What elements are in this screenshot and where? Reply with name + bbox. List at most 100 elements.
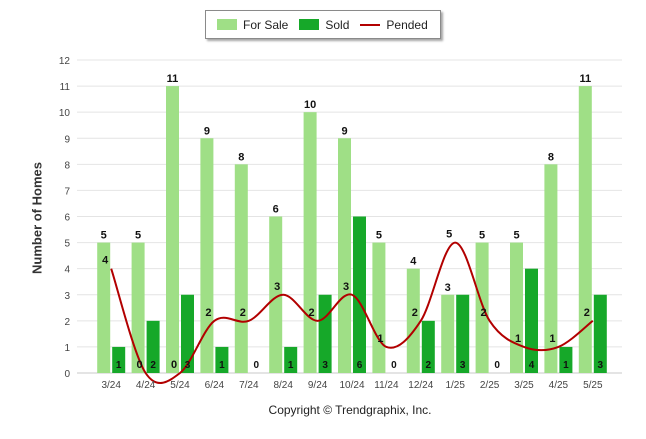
label-pended: 1: [549, 333, 555, 345]
bar-for-sale: [166, 86, 179, 373]
label-for-sale: 5: [135, 230, 141, 242]
y-tick-label: 0: [64, 369, 70, 380]
bar-for-sale: [441, 294, 455, 373]
x-tick-label: 4/24: [136, 380, 156, 391]
bar-sold: [559, 346, 573, 373]
y-tick-label: 3: [64, 291, 70, 302]
bar-for-sale: [406, 268, 420, 373]
bar-sold: [353, 216, 366, 373]
bar-for-sale: [338, 138, 351, 373]
y-tick-label: 4: [64, 265, 70, 276]
legend-label-sold: Sold: [325, 17, 350, 32]
x-tick-label: 8/24: [273, 380, 293, 391]
label-for-sale: 9: [204, 125, 210, 137]
label-pended: 2: [309, 307, 315, 319]
label-for-sale: 11: [579, 73, 591, 85]
bar-for-sale: [269, 216, 283, 373]
label-pended: 1: [515, 333, 521, 345]
bar-sold: [146, 320, 160, 373]
label-sold: 4: [529, 360, 535, 371]
bar-sold: [456, 294, 470, 373]
x-tick-label: 4/25: [549, 380, 569, 391]
y-tick-label: 1: [64, 343, 70, 354]
pended-line-path: [110, 241, 594, 384]
label-pended: 2: [240, 307, 246, 319]
label-for-sale: 5: [479, 230, 485, 242]
x-tick-label: 1/25: [445, 380, 465, 391]
label-sold: 0: [494, 360, 500, 371]
label-pended: 0: [137, 359, 143, 371]
label-pended: 4: [102, 255, 109, 267]
x-tick-label: 2/25: [480, 380, 500, 391]
bar-sold: [215, 346, 229, 373]
label-sold: 3: [598, 360, 604, 371]
x-tick-label: 7/24: [239, 380, 259, 391]
x-tick-label: 12/24: [408, 380, 433, 391]
bar-for-sale: [131, 242, 145, 373]
label-for-sale: 5: [101, 230, 107, 242]
y-tick-label: 5: [64, 239, 70, 250]
bar-sold: [525, 268, 538, 373]
y-tick-label: 11: [60, 82, 71, 93]
label-for-sale: 8: [548, 151, 554, 163]
label-pended: 2: [412, 307, 418, 319]
y-tick-label: 8: [64, 160, 70, 171]
bar-for-sale: [372, 242, 386, 373]
y-axis-label: Number of Homes: [29, 162, 45, 274]
bar-sold: [112, 346, 126, 373]
x-tick-label: 5/24: [170, 380, 190, 391]
label-sold: 0: [254, 360, 260, 371]
x-tick-label: 5/25: [583, 380, 603, 391]
label-pended: 2: [584, 307, 590, 319]
pended-line: [110, 241, 594, 384]
x-tick-label: 3/24: [101, 380, 121, 391]
copyright-text: Copyright © Trendgraphix, Inc.: [268, 403, 432, 417]
x-tick-label: 6/24: [205, 380, 225, 391]
bar-sold: [421, 320, 435, 373]
y-tick-label: 10: [59, 108, 71, 119]
y-tick-label: 7: [64, 186, 70, 197]
y-tick-label: 6: [64, 213, 70, 224]
legend-swatch-pended: [360, 23, 381, 26]
label-for-sale: 6: [273, 204, 279, 216]
label-for-sale: 4: [410, 256, 417, 268]
bar-sold: [284, 346, 298, 373]
label-pended: 5: [446, 229, 452, 241]
label-sold: 2: [150, 360, 156, 371]
bar-for-sale: [510, 242, 523, 373]
label-pended: 2: [481, 307, 487, 319]
label-sold: 1: [116, 360, 122, 371]
label-for-sale: 3: [445, 282, 451, 294]
legend-item-for-sale[interactable]: For Sale: [217, 18, 288, 32]
bar-for-sale: [200, 138, 214, 373]
label-sold: 1: [219, 360, 225, 371]
x-tick-label: 3/25: [514, 380, 534, 391]
label-sold: 6: [357, 360, 363, 371]
legend-label-pended: Pended: [386, 17, 428, 32]
label-for-sale: 9: [341, 125, 347, 137]
label-sold: 1: [288, 360, 294, 371]
label-pended: 2: [205, 307, 211, 319]
x-tick-label: 9/24: [308, 380, 328, 391]
legend-swatch-sold: [299, 19, 320, 30]
legend-item-pended[interactable]: Pended: [360, 17, 428, 32]
label-for-sale: 11: [167, 73, 179, 85]
x-tick-label: 10/24: [339, 380, 364, 391]
label-sold: 1: [563, 360, 569, 371]
label-pended: 3: [343, 281, 349, 293]
legend-item-sold[interactable]: Sold: [299, 18, 349, 32]
bar-sold: [593, 294, 607, 373]
legend-swatch-for-sale: [217, 19, 237, 30]
label-pended: 3: [274, 281, 280, 293]
label-sold: 3: [322, 360, 328, 371]
legend-label-for-sale: For Sale: [243, 17, 289, 32]
label-pended: 1: [377, 333, 383, 345]
bar-sold: [181, 294, 194, 373]
y-tick-label: 2: [64, 317, 70, 328]
y-tick-label: 12: [59, 56, 71, 67]
bars: [97, 86, 607, 374]
